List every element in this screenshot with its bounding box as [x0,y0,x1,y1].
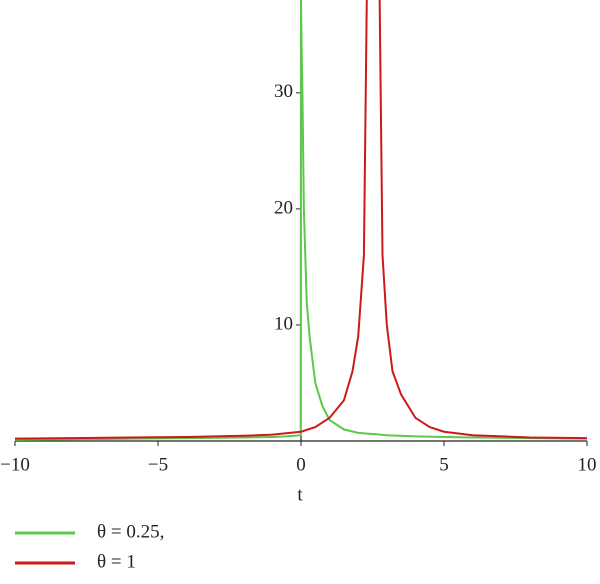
y-tick-label: 10 [274,313,293,334]
series-line [14,0,588,441]
y-tick-label: 20 [274,197,293,218]
series-line [14,0,588,440]
legend-label: θ = 0.25, [97,521,164,542]
plot-area [14,0,588,441]
x-tick-label: 0 [296,454,306,475]
legend-label: θ = 1 [97,551,136,572]
x-axis-label: t [297,484,303,505]
x-tick-label: 10 [578,454,597,475]
x-tick-label: −10 [0,454,30,475]
x-tick-label: 5 [439,454,449,475]
y-tick-label: 30 [274,81,293,102]
x-tick-label: −5 [148,454,168,475]
